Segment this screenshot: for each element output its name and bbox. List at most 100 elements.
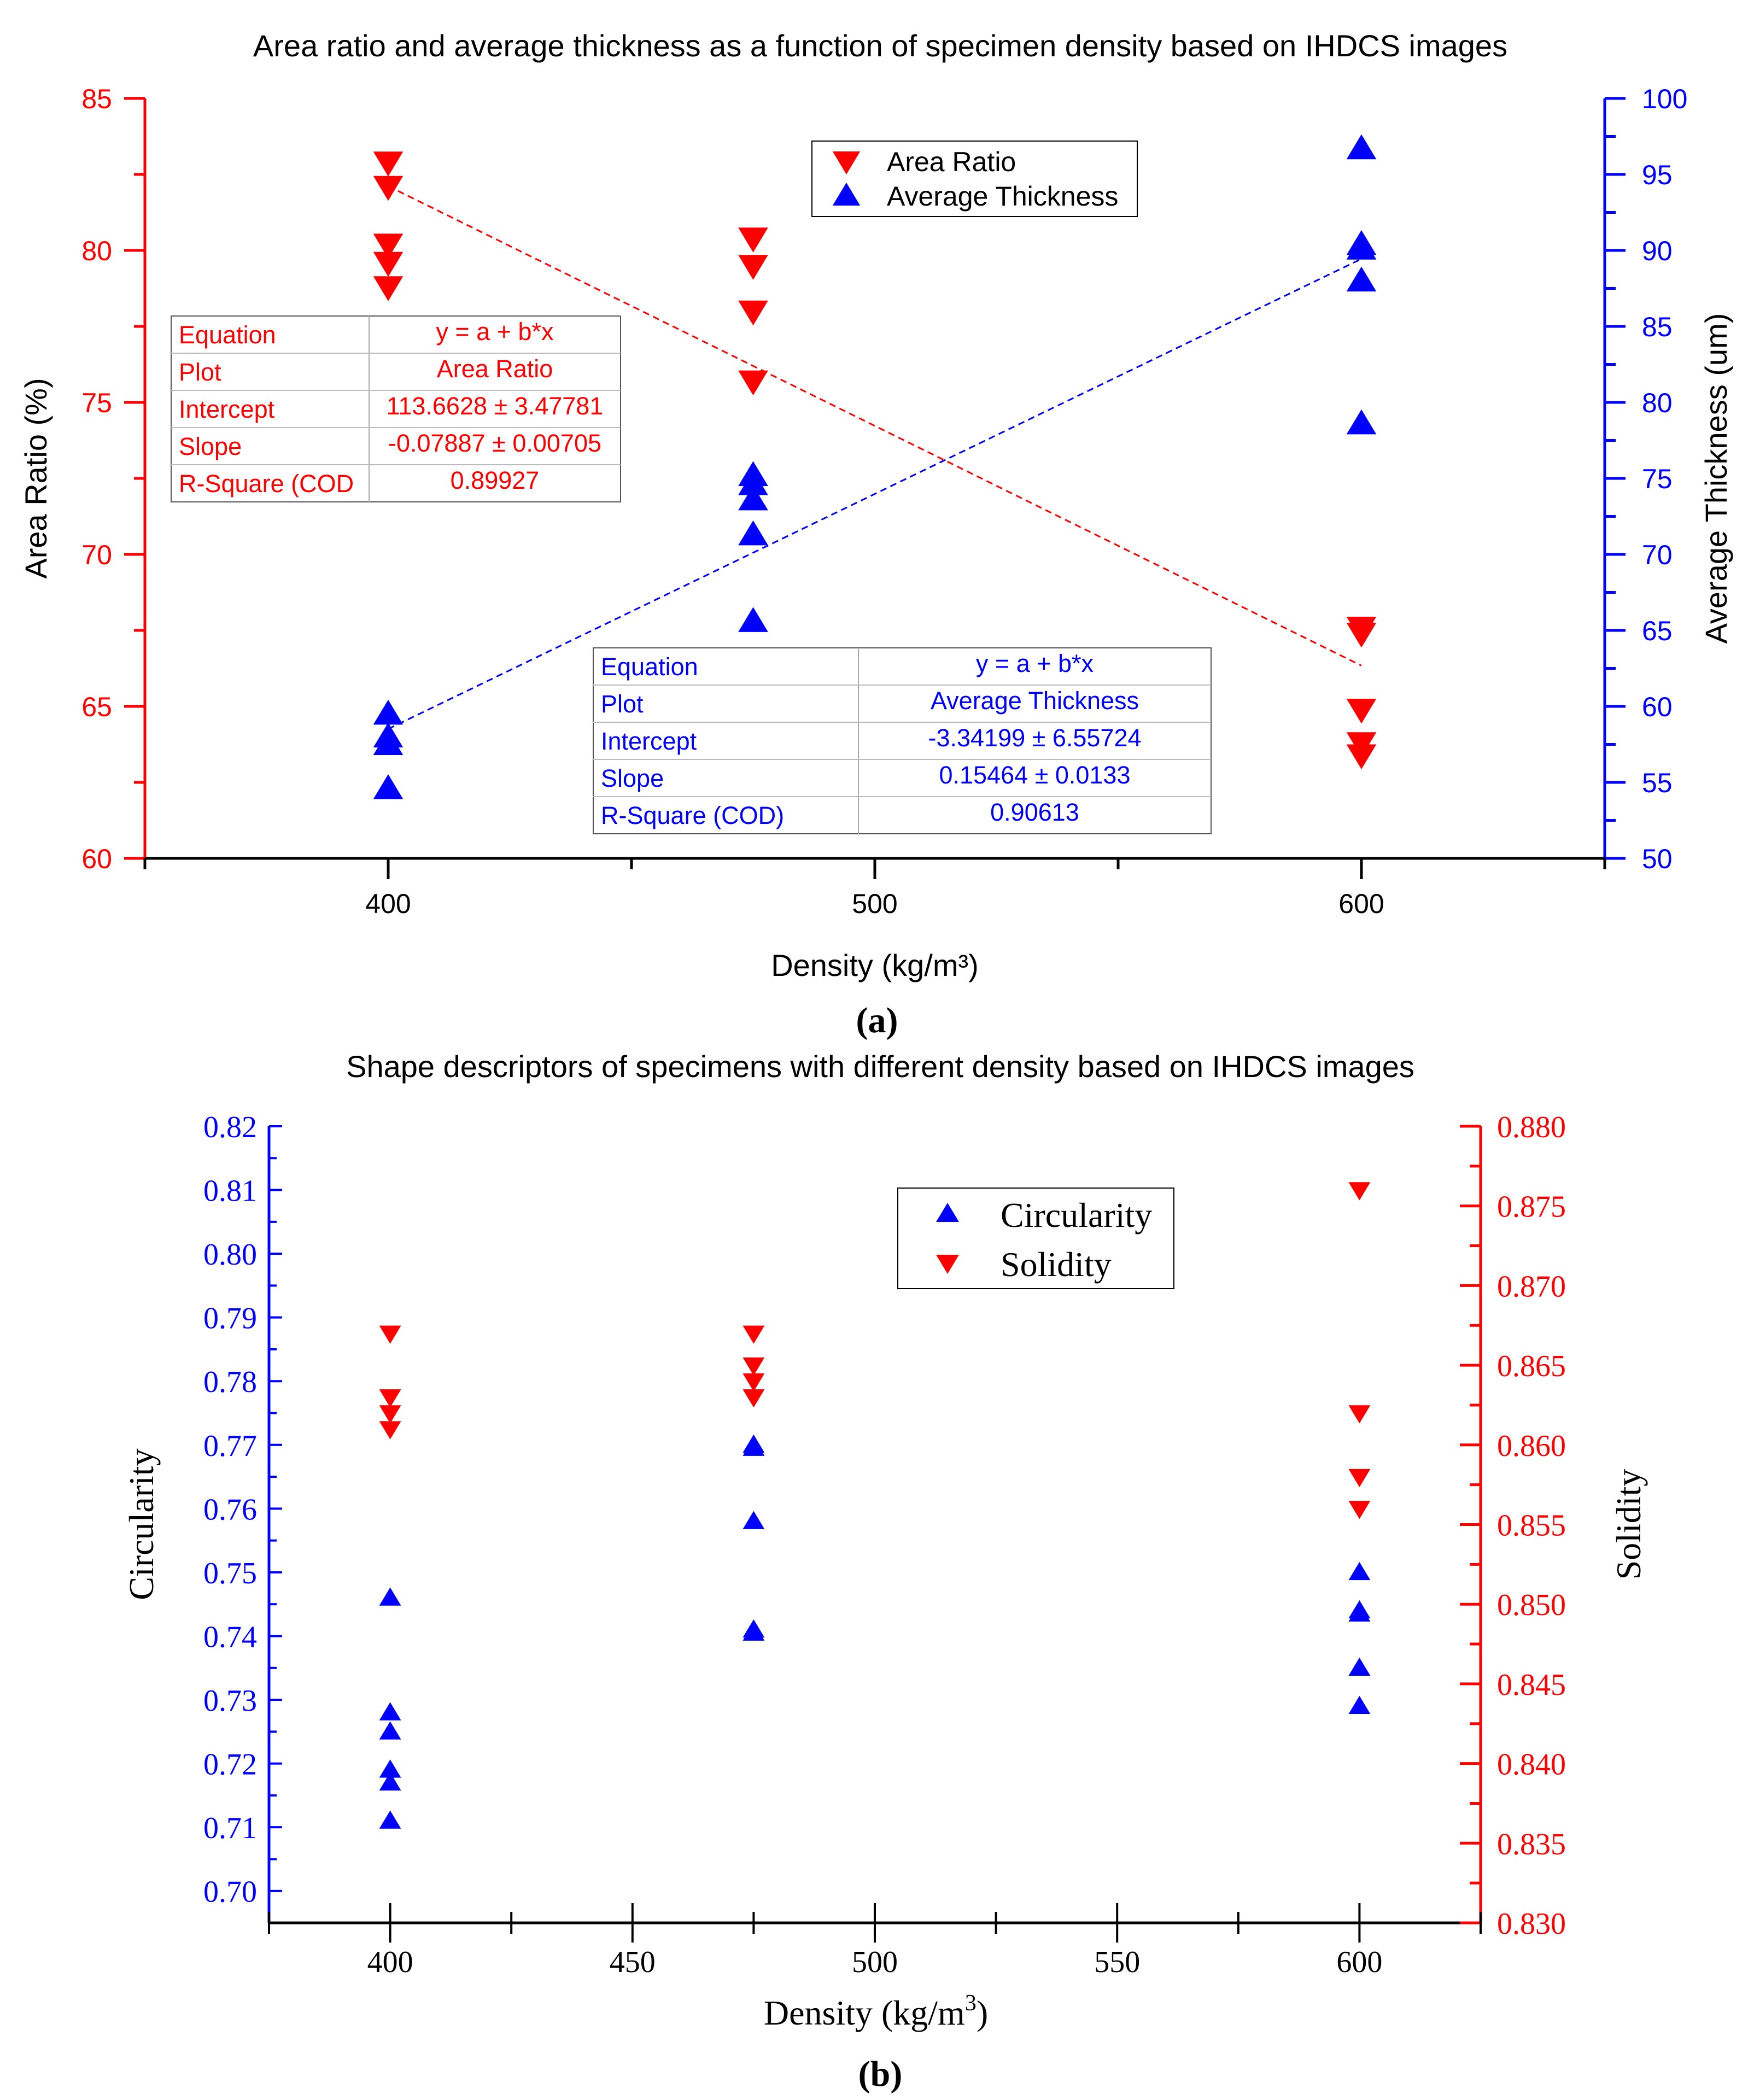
data-point-average-thickness	[1346, 134, 1377, 160]
fit-table-key: Slope	[179, 432, 242, 460]
fit-table-value: -3.34199 ± 6.55724	[928, 724, 1141, 752]
fit-table-value: 0.90613	[990, 798, 1079, 826]
data-point-solidity	[1348, 1501, 1371, 1519]
fit-table-value: y = a + b*x	[436, 318, 554, 346]
data-point-circularity	[379, 1759, 401, 1778]
y-left-tick-label: 0.72	[203, 1748, 257, 1782]
legend-marker-circularity	[936, 1203, 959, 1222]
fit-table-key: Equation	[601, 653, 698, 681]
data-point-circularity	[1348, 1695, 1371, 1714]
y-right-tick-label: 0.850	[1497, 1588, 1566, 1622]
y-left-tick-label: 0.82	[203, 1110, 257, 1144]
y-right-tick-label: 100	[1642, 84, 1687, 114]
y-left-tick-label: 60	[81, 844, 112, 874]
data-point-solidity	[1348, 1182, 1371, 1201]
y-right-tick-label: 0.845	[1497, 1668, 1566, 1702]
x-tick-label: 500	[852, 888, 897, 919]
panel-b-chart: Shape descriptors of specimens with diff…	[122, 1049, 1648, 2094]
data-point-area-ratio	[738, 227, 768, 253]
fit-table-key: Intercept	[601, 727, 697, 755]
y-right-tick-label: 0.880	[1497, 1110, 1566, 1144]
fit-table-key: Plot	[601, 690, 644, 718]
data-point-average-thickness	[1346, 235, 1377, 260]
legend-label-average-thickness: Average Thickness	[887, 181, 1118, 212]
data-point-average-thickness	[373, 774, 404, 799]
fit-table-key: Plot	[179, 358, 221, 386]
data-point-circularity	[1348, 1561, 1371, 1581]
y-right-tick-label: 0.855	[1497, 1509, 1566, 1543]
chart-title: Shape descriptors of specimens with diff…	[346, 1049, 1414, 1084]
data-point-area-ratio	[373, 176, 404, 201]
data-point-solidity	[379, 1325, 401, 1344]
y-right-tick-label: 80	[1642, 388, 1673, 418]
y-right-tick-label: 0.860	[1497, 1429, 1566, 1463]
data-point-circularity	[742, 1622, 765, 1641]
y-left-tick-label: 75	[81, 388, 112, 418]
data-point-circularity	[379, 1772, 401, 1791]
fit-table-area-ratio: Equation y = a + b*x Plot Area Ratio Interce…	[171, 315, 621, 502]
chart-title: Area ratio and average thickness as a fu…	[253, 28, 1507, 63]
y-right-tick-label: 55	[1642, 768, 1673, 798]
fit-line-area-ratio	[388, 185, 1362, 666]
data-point-area-ratio	[373, 151, 404, 177]
x-axis-label-superscript: 3	[965, 1991, 977, 2016]
data-point-circularity	[742, 1511, 765, 1529]
y-left-tick-label: 0.77	[203, 1429, 257, 1463]
y-axis-left-label: Circularity	[122, 1448, 161, 1600]
y-left-tick-label: 0.79	[203, 1302, 257, 1336]
data-point-area-ratio	[373, 276, 404, 301]
legend-label-solidity: Solidity	[1001, 1245, 1112, 1284]
x-tick-label: 550	[1094, 1945, 1140, 1979]
y-left-tick-label: 0.73	[203, 1684, 257, 1718]
panel-a-chart: Area ratio and average thickness as a fu…	[19, 28, 1733, 1040]
y-left-tick-label: 0.74	[203, 1620, 257, 1654]
data-point-area-ratio	[1346, 623, 1377, 648]
data-point-circularity	[379, 1702, 401, 1721]
data-point-solidity	[742, 1357, 765, 1376]
y-left-tick-label: 70	[81, 540, 112, 570]
y-right-tick-label: 95	[1642, 160, 1673, 190]
y-right-tick-label: 90	[1642, 236, 1673, 266]
data-point-average-thickness	[1346, 266, 1377, 292]
fit-table-value: 113.6628 ± 3.47781	[387, 392, 604, 420]
y-left-tick-label: 0.70	[203, 1875, 257, 1909]
fit-table-key: Intercept	[179, 395, 275, 423]
data-point-solidity	[742, 1373, 765, 1392]
data-point-circularity	[379, 1587, 401, 1606]
y-left-tick-label: 80	[81, 236, 112, 266]
data-point-area-ratio	[373, 251, 404, 277]
y-left-tick-label: 0.71	[203, 1811, 257, 1845]
data-point-circularity	[1348, 1657, 1371, 1676]
y-right-tick-label: 85	[1642, 312, 1673, 342]
x-axis-label: Density (kg/m³)	[771, 948, 979, 982]
data-point-average-thickness	[738, 485, 768, 511]
y-right-tick-label: 0.870	[1497, 1270, 1566, 1303]
y-right-tick-label: 70	[1642, 540, 1673, 570]
panel-label-a: (a)	[856, 1001, 898, 1040]
legend-label-circularity: Circularity	[1001, 1196, 1152, 1235]
y-left-tick-label: 0.76	[203, 1493, 257, 1526]
legend-marker-solidity	[936, 1255, 959, 1274]
legend-box	[897, 1188, 1174, 1289]
data-point-average-thickness	[738, 520, 768, 546]
legend-box	[811, 141, 1138, 217]
y-left-tick-label: 0.80	[203, 1238, 257, 1272]
data-point-circularity	[742, 1437, 765, 1456]
fit-line-average-thickness	[388, 258, 1362, 730]
legend-marker-average-thickness	[832, 183, 861, 206]
data-point-solidity	[1348, 1405, 1371, 1424]
x-tick-label: 500	[852, 1945, 898, 1979]
legend-marker-area-ratio	[832, 151, 861, 174]
fit-table-key: Equation	[179, 321, 276, 349]
x-axis-label: Density (kg/m3)	[764, 1991, 988, 2032]
x-tick-label: 400	[365, 888, 411, 919]
y-right-tick-label: 0.840	[1497, 1748, 1566, 1782]
y-left-tick-label: 65	[81, 692, 112, 722]
data-point-average-thickness	[373, 699, 404, 725]
x-tick-label: 400	[367, 1945, 413, 1979]
data-point-solidity	[742, 1389, 765, 1408]
data-point-solidity	[379, 1389, 401, 1408]
y-axis-right-label: Average Thickness (um)	[1699, 313, 1733, 644]
y-right-tick-label: 50	[1642, 844, 1673, 874]
